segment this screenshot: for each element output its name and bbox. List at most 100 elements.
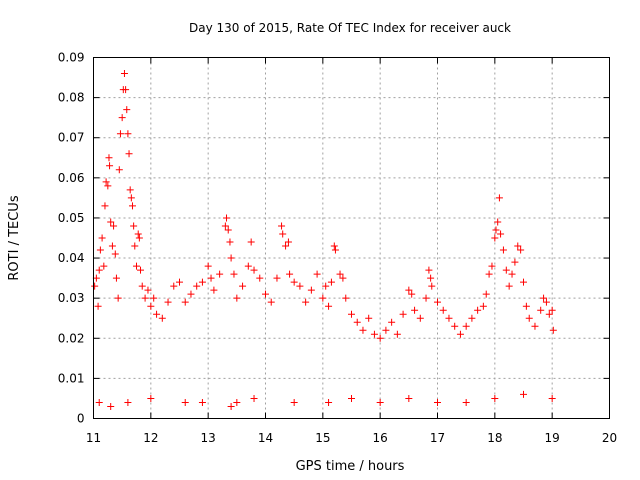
data-point — [331, 246, 339, 254]
data-point — [278, 222, 286, 230]
data-point — [517, 246, 525, 254]
data-points — [91, 70, 557, 410]
data-point — [144, 286, 152, 294]
data-point — [207, 274, 215, 282]
y-tick-label: 0.09 — [58, 51, 85, 65]
data-point — [239, 282, 247, 290]
data-point — [339, 274, 347, 282]
data-point — [176, 278, 183, 286]
data-point — [393, 330, 401, 338]
data-point — [434, 398, 441, 406]
data-point — [290, 398, 298, 406]
data-point — [126, 186, 134, 194]
data-point — [520, 390, 527, 398]
data-point — [479, 302, 487, 310]
data-point — [216, 270, 224, 278]
data-point — [102, 178, 110, 186]
data-point — [147, 394, 155, 402]
data-point — [106, 162, 114, 170]
data-point — [181, 298, 189, 306]
y-tick-label: 0.03 — [58, 291, 85, 305]
data-point — [137, 266, 145, 274]
data-point — [135, 234, 143, 242]
data-point — [210, 286, 218, 294]
data-point — [112, 274, 120, 282]
data-point — [247, 238, 255, 246]
data-point — [150, 294, 158, 302]
data-point — [127, 194, 135, 202]
data-point — [348, 394, 355, 402]
data-point — [330, 242, 338, 250]
data-point — [325, 302, 333, 310]
data-point — [445, 314, 453, 322]
data-point — [485, 270, 493, 278]
x-tick-label: 16 — [373, 431, 388, 445]
data-point — [327, 278, 335, 286]
y-tick-label: 0.08 — [58, 91, 85, 105]
data-point — [250, 394, 258, 402]
data-point — [302, 298, 310, 306]
data-point — [494, 218, 502, 226]
data-point — [116, 130, 124, 138]
data-point — [462, 322, 470, 330]
data-point — [124, 130, 132, 138]
data-point — [141, 294, 149, 302]
data-point — [284, 238, 292, 246]
data-point — [422, 294, 430, 302]
data-point — [286, 270, 294, 278]
data-point — [282, 242, 290, 250]
data-point — [307, 286, 315, 294]
data-point — [193, 282, 201, 290]
data-point — [223, 214, 231, 222]
data-point — [118, 114, 126, 122]
data-point — [488, 262, 496, 270]
data-point — [198, 278, 206, 286]
data-point — [325, 398, 333, 406]
data-point — [125, 150, 133, 158]
data-point — [279, 230, 287, 238]
axis-ticks: 11 12 13 14 15 16 17 18 19 20 0 0.01 0.02 0.03 0.04 0.0… — [58, 51, 617, 446]
data-point — [531, 322, 539, 330]
data-point — [399, 310, 407, 318]
y-tick-label: 0.04 — [58, 251, 85, 265]
y-tick-label: 0.05 — [58, 211, 85, 225]
data-point — [370, 330, 378, 338]
data-point — [482, 290, 490, 298]
data-point — [273, 274, 281, 282]
data-point — [226, 238, 234, 246]
data-point — [256, 274, 264, 282]
data-point — [96, 246, 104, 254]
y-tick-label: 0.07 — [58, 131, 85, 145]
data-point — [123, 106, 131, 114]
data-point — [224, 226, 232, 234]
data-point — [134, 230, 142, 238]
data-point — [342, 294, 350, 302]
data-point — [187, 290, 195, 298]
data-point — [164, 298, 172, 306]
data-point — [122, 86, 130, 94]
data-point — [250, 266, 258, 274]
data-point — [428, 282, 436, 290]
x-tick-label: 13 — [201, 431, 216, 445]
data-point — [359, 326, 367, 334]
data-point — [115, 166, 123, 174]
data-point — [230, 270, 238, 278]
data-point — [204, 262, 212, 270]
data-point — [505, 282, 513, 290]
data-point — [107, 402, 115, 410]
data-point — [296, 282, 304, 290]
data-point — [91, 282, 99, 290]
y-tick-label: 0.02 — [58, 331, 85, 345]
data-point — [158, 314, 166, 322]
data-point — [110, 222, 118, 230]
x-tick-label: 19 — [545, 431, 560, 445]
data-point — [198, 398, 206, 406]
data-point — [100, 262, 108, 270]
data-point — [548, 306, 556, 314]
data-point — [520, 278, 527, 286]
data-point — [497, 230, 505, 238]
data-point — [101, 202, 109, 210]
data-point — [365, 314, 373, 322]
y-tick-label: 0.06 — [58, 171, 85, 185]
